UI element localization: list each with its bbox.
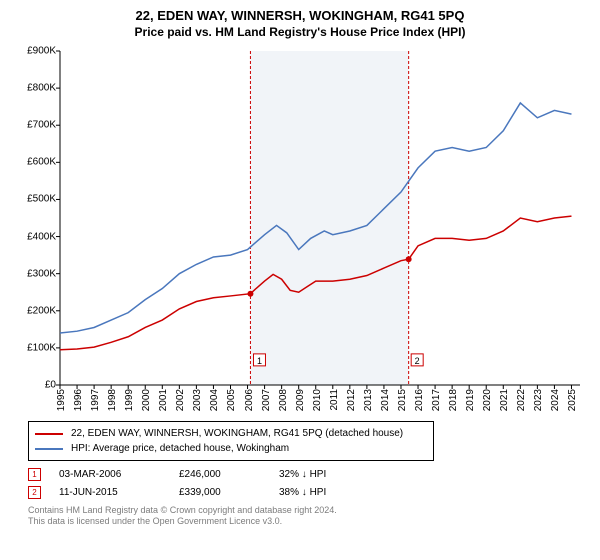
transaction-marker: 2 (28, 486, 41, 499)
attribution-line: This data is licensed under the Open Gov… (28, 516, 588, 527)
x-tick-label: 2003 (192, 389, 203, 411)
x-tick-label: 2024 (550, 389, 561, 411)
x-tick-label: 2018 (448, 389, 459, 411)
attribution-line: Contains HM Land Registry data © Crown c… (28, 505, 588, 516)
x-tick-label: 2009 (295, 389, 306, 411)
x-tick-label: 2016 (414, 389, 425, 411)
svg-text:2: 2 (415, 356, 420, 366)
x-tick-label: 2025 (567, 389, 578, 411)
y-tick-label: £700K (27, 120, 56, 131)
transaction-marker: 1 (28, 468, 41, 481)
y-tick-label: £200K (27, 305, 56, 316)
x-tick-label: 1999 (124, 389, 135, 411)
legend-label: 22, EDEN WAY, WINNERSH, WOKINGHAM, RG41 … (71, 428, 403, 439)
y-tick-label: £100K (27, 342, 56, 353)
page-title: 22, EDEN WAY, WINNERSH, WOKINGHAM, RG41 … (12, 8, 588, 23)
x-tick-label: 2017 (431, 389, 442, 411)
x-tick-label: 2005 (226, 389, 237, 411)
y-tick-label: £0 (45, 380, 56, 391)
y-tick-label: £300K (27, 268, 56, 279)
page-subtitle: Price paid vs. HM Land Registry's House … (12, 25, 588, 39)
transaction-price: £246,000 (179, 469, 279, 480)
transaction-row: 2 11-JUN-2015£339,00038% ↓ HPI (28, 483, 588, 501)
x-tick-label: 2019 (465, 389, 476, 411)
legend-label: HPI: Average price, detached house, Woki… (71, 443, 289, 454)
x-tick-label: 2014 (380, 389, 391, 411)
chart-svg: 12 (12, 45, 588, 415)
x-tick-label: 2011 (329, 389, 340, 411)
x-tick-label: 2002 (175, 389, 186, 411)
y-tick-label: £600K (27, 157, 56, 168)
transaction-pct: 32% ↓ HPI (279, 469, 359, 480)
x-tick-label: 2020 (482, 389, 493, 411)
x-tick-label: 2023 (533, 389, 544, 411)
x-tick-label: 2006 (244, 389, 255, 411)
x-tick-label: 2013 (363, 389, 374, 411)
attribution-notes: Contains HM Land Registry data © Crown c… (28, 505, 588, 528)
x-tick-label: 2008 (278, 389, 289, 411)
x-tick-label: 2015 (397, 389, 408, 411)
x-tick-label: 2004 (209, 389, 220, 411)
y-tick-label: £400K (27, 231, 56, 242)
x-tick-label: 1997 (90, 389, 101, 411)
transaction-date: 11-JUN-2015 (59, 487, 179, 498)
x-tick-label: 2022 (516, 389, 527, 411)
transaction-pct: 38% ↓ HPI (279, 487, 359, 498)
x-tick-label: 2012 (346, 389, 357, 411)
svg-text:1: 1 (257, 356, 262, 366)
transaction-date: 03-MAR-2006 (59, 469, 179, 480)
transaction-price: £339,000 (179, 487, 279, 498)
legend-swatch (35, 448, 63, 450)
x-tick-label: 1998 (107, 389, 118, 411)
price-chart: 12 £0£100K£200K£300K£400K£500K£600K£700K… (12, 45, 588, 415)
transaction-row: 1 03-MAR-2006£246,00032% ↓ HPI (28, 465, 588, 483)
legend-item: 22, EDEN WAY, WINNERSH, WOKINGHAM, RG41 … (35, 426, 427, 441)
x-tick-label: 1996 (73, 389, 84, 411)
transactions-table: 1 03-MAR-2006£246,00032% ↓ HPI 2 11-JUN-201… (28, 465, 588, 501)
x-tick-label: 2010 (312, 389, 323, 411)
y-tick-label: £800K (27, 83, 56, 94)
x-tick-label: 2001 (158, 389, 169, 411)
x-tick-label: 1995 (56, 389, 67, 411)
x-tick-label: 2000 (141, 389, 152, 411)
y-tick-label: £500K (27, 194, 56, 205)
legend: 22, EDEN WAY, WINNERSH, WOKINGHAM, RG41 … (28, 421, 434, 461)
legend-swatch (35, 433, 63, 435)
x-tick-label: 2021 (499, 389, 510, 411)
legend-item: HPI: Average price, detached house, Woki… (35, 441, 427, 456)
x-tick-label: 2007 (261, 389, 272, 411)
y-tick-label: £900K (27, 46, 56, 57)
